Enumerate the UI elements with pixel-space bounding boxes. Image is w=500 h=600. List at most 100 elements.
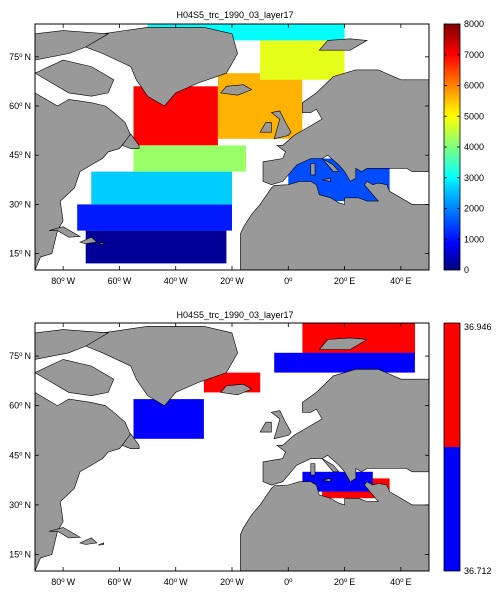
land-hispaniola [79,537,98,545]
x-tick-label: 40o W [164,577,188,587]
land-svalbard [318,38,369,51]
degree-mark: o [19,550,23,556]
data-region-nordic-blue-edge [274,352,415,373]
land-baffin [35,359,115,397]
land-newfoundland [121,133,140,149]
y-tick-label: 60o N [9,401,31,411]
y-tick-value: 30 [9,199,19,209]
degree-mark: o [344,277,348,283]
colorbar-tick-label: 3000 [464,173,484,183]
y-tick-hemisphere: N [25,150,32,160]
colorbar-tick-label: 4000 [464,142,484,152]
land-britain [270,410,292,440]
x-tick-value: 20 [220,577,230,587]
land-north-america [35,323,132,571]
x-tick-hemisphere: W [179,577,188,587]
degree-mark: o [19,402,23,408]
degree-mark: o [61,578,65,584]
land-hispaniola [79,236,98,245]
y-tick-label: 75o N [9,52,31,62]
x-tick-value: 40 [164,577,174,587]
land-north-america [35,24,132,270]
y-tick-hemisphere: N [25,549,32,559]
x-tick-label: 80o W [51,577,75,587]
x-tick-label: 20o W [220,577,244,587]
x-tick-value: 0 [284,276,289,286]
y-tick-hemisphere: N [25,199,32,209]
x-tick-label: 20o E [334,276,355,286]
y-tick-value: 30 [9,500,19,510]
land-puerto-rico [98,542,104,546]
land-sardinia-corsica [310,163,316,176]
land-baffin [35,59,115,97]
y-tick-label: 15o N [9,549,31,559]
y-tick-hemisphere: N [25,450,32,460]
x-tick-value: 0 [284,577,289,587]
y-tick-hemisphere: N [25,101,32,111]
y-tick-label: 30o N [9,500,31,510]
degree-mark: o [118,578,122,584]
data-region-subtropical-gyre-north [91,171,232,205]
data-region-gulf-stream-extension [133,145,247,172]
y-tick-hemisphere: N [25,500,32,510]
land-greenland [85,26,238,107]
x-tick-value: 60 [107,276,117,286]
colorbar-tick-label: 1000 [464,234,484,244]
x-tick-label: 40o W [164,276,188,286]
land-sicily [322,177,331,182]
bottom-map-panel: H04S5_trc_1990_03_layer17 80o W 60o W 40o W 20… [9,310,491,587]
bottom-colorbar-ticks: 36.946 36.712 [464,322,492,576]
x-tick-hemisphere: E [349,276,355,286]
degree-mark: o [289,578,293,584]
x-tick-label: 0o [284,276,293,286]
degree-mark: o [400,578,404,584]
y-tick-value: 75 [9,52,19,62]
x-tick-hemisphere: W [123,577,132,587]
x-tick-label: 0o [284,577,293,587]
colorbar-tick-label: 6000 [464,81,484,91]
y-tick-label: 45o N [9,450,31,460]
y-tick-label: 15o N [9,249,31,259]
data-region-subtropical-gyre-south [85,230,227,264]
data-region-labrador-irminger [133,399,204,439]
degree-mark: o [19,151,23,157]
x-tick-value: 20 [334,276,344,286]
land-scandinavia-europe [262,323,429,486]
degree-mark: o [19,200,23,206]
x-tick-hemisphere: W [123,276,132,286]
land-newfoundland [121,433,140,450]
bottom-colorbar [443,322,461,572]
land-cuba [49,226,82,238]
degree-mark: o [19,53,23,59]
colorbar-tick-label: 5000 [464,111,484,121]
x-tick-hemisphere: W [67,276,76,286]
colorbar-class-swatch [444,323,460,447]
x-tick-value: 20 [220,276,230,286]
land-scandinavia-europe [262,24,429,186]
y-tick-value: 60 [9,101,19,111]
degree-mark: o [289,277,293,283]
y-tick-label: 60o N [9,101,31,111]
degree-mark: o [230,277,234,283]
land-sardinia-corsica [310,463,316,476]
degree-mark: o [19,250,23,256]
y-tick-label: 75o N [9,351,31,361]
land-iceland [220,383,253,396]
degree-mark: o [230,578,234,584]
y-tick-label: 45o N [9,150,31,160]
colorbar-frame [443,322,461,572]
x-tick-label: 40o E [390,577,411,587]
colorbar-tick-label: 2000 [464,204,484,214]
colorbar-class-swatch [444,447,460,571]
x-tick-value: 40 [390,276,400,286]
y-tick-value: 60 [9,401,19,411]
y-tick-value: 15 [9,249,19,259]
x-tick-hemisphere: W [67,577,76,587]
bottom-map-land [35,323,429,571]
top-map-title: H04S5_trc_1990_03_layer17 [176,10,293,20]
data-region-subpolar-gyre [133,86,218,146]
land-ireland [259,122,272,133]
degree-mark: o [118,277,122,283]
